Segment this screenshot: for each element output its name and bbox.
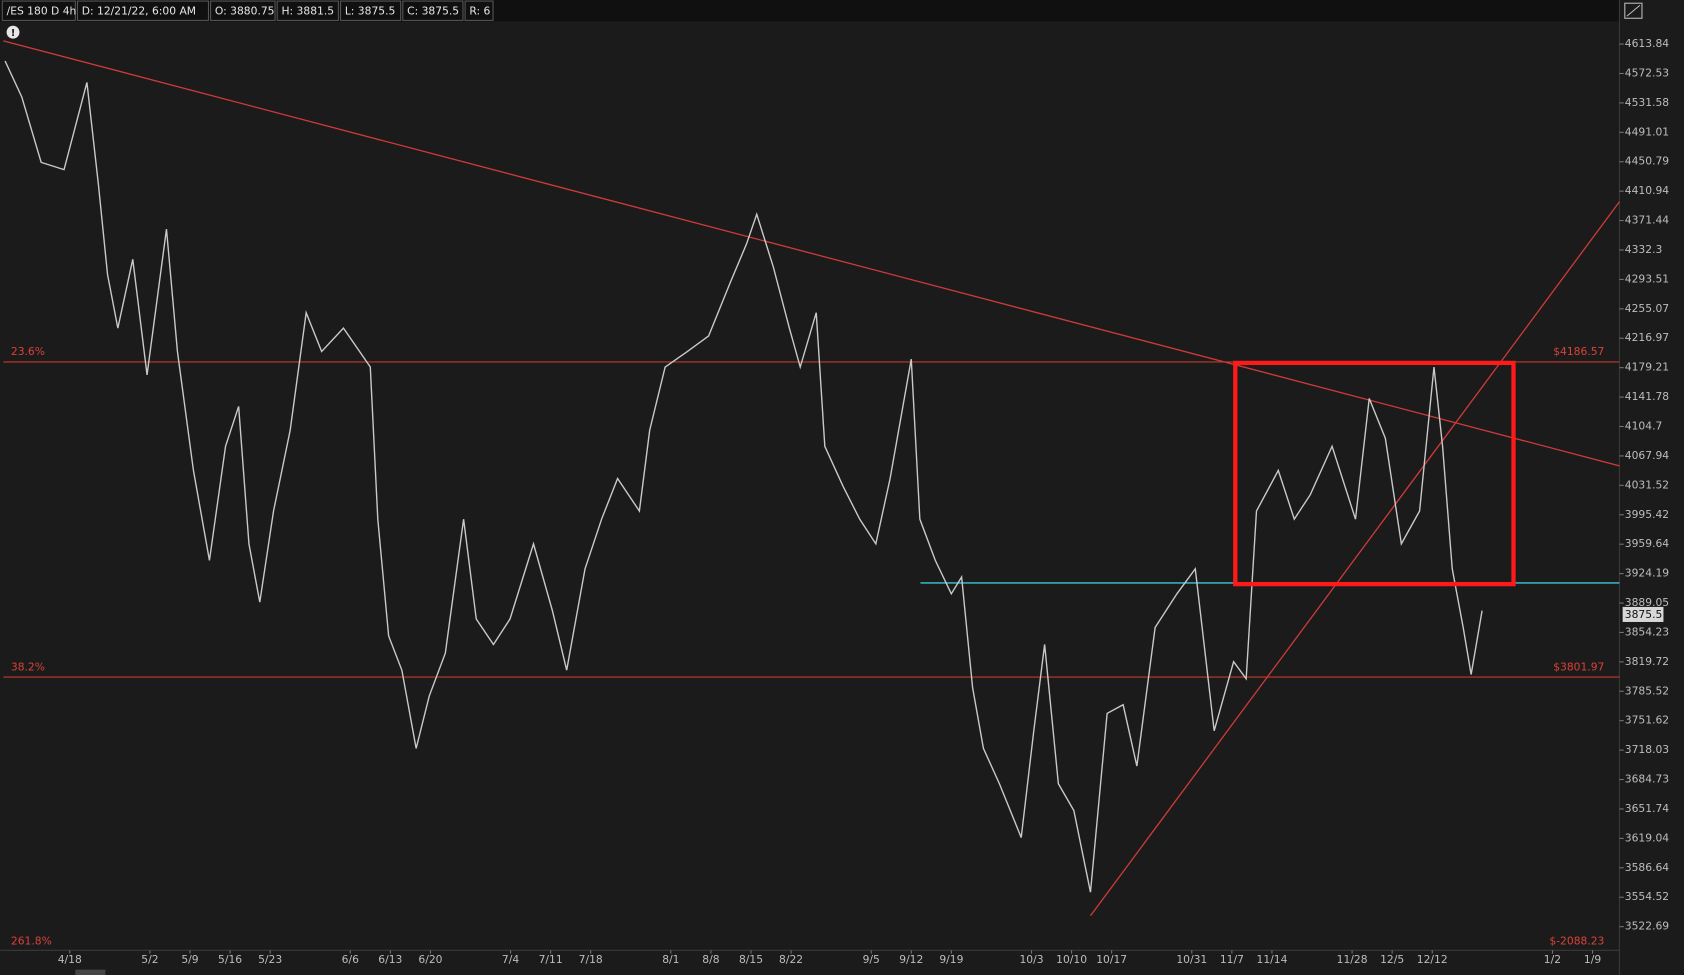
x-tick-label: 1/2 xyxy=(1544,953,1561,966)
header-field: D: 12/21/22, 6:00 AM xyxy=(82,4,196,17)
x-tick-label: 5/2 xyxy=(141,953,158,966)
header-field: R: 6 xyxy=(469,4,490,17)
y-tick-label: 3959.64 xyxy=(1625,537,1670,550)
header-field-box xyxy=(210,0,276,21)
fib-price: $4186.57 xyxy=(1553,345,1604,358)
x-tick-label: 7/4 xyxy=(502,953,519,966)
y-tick-label: 3995.42 xyxy=(1625,508,1669,521)
trendline xyxy=(1089,201,1620,917)
x-tick-label: 11/14 xyxy=(1256,953,1287,966)
x-tick-label: 5/16 xyxy=(218,953,242,966)
y-tick-label: 3819.72 xyxy=(1625,655,1669,668)
drawing-tool-icon xyxy=(1626,4,1641,17)
x-tick-label: 1/9 xyxy=(1584,953,1601,966)
header-field: /ES 180 D 4h xyxy=(7,4,77,17)
x-tick-label: 7/18 xyxy=(579,953,603,966)
header-field-box xyxy=(276,0,339,21)
last-price-label: 3875.5 xyxy=(1625,608,1663,621)
last-price-tag xyxy=(1622,606,1664,622)
x-tick-label: 12/5 xyxy=(1380,953,1404,966)
y-tick-label: 4141.78 xyxy=(1625,390,1670,403)
y-tick-label: 4410.94 xyxy=(1625,184,1670,197)
x-tick-label: 11/7 xyxy=(1220,953,1244,966)
y-tick-label: 4293.51 xyxy=(1625,272,1669,285)
trendline xyxy=(3,40,1620,467)
y-tick-label: 3785.52 xyxy=(1625,684,1669,697)
scrollbar[interactable] xyxy=(75,969,106,975)
x-tick-label: 8/8 xyxy=(702,953,719,966)
x-tick-label: 6/13 xyxy=(378,953,402,966)
y-tick-label: 4572.53 xyxy=(1625,66,1669,79)
x-tick-label: 9/19 xyxy=(939,953,963,966)
y-tick-label: 3751.62 xyxy=(1625,714,1669,727)
y-tick-label: 3619.04 xyxy=(1625,831,1670,844)
header-field: H: 3881.5 xyxy=(281,4,334,17)
fib-percent: 38.2% xyxy=(11,660,45,673)
x-tick-label: 8/22 xyxy=(779,953,803,966)
header-field-box xyxy=(340,0,402,21)
y-tick-label: 4104.7 xyxy=(1625,420,1663,433)
x-tick-label: 8/15 xyxy=(739,953,763,966)
y-tick-label: 3718.03 xyxy=(1625,743,1669,756)
y-tick-label: 3586.64 xyxy=(1625,861,1670,874)
y-tick-label: 4067.94 xyxy=(1625,449,1670,462)
header-field: L: 3875.5 xyxy=(345,4,396,17)
header-field-box xyxy=(1,0,76,21)
price-line xyxy=(4,60,1483,893)
y-tick-label: 3651.74 xyxy=(1625,802,1670,815)
highlight-box xyxy=(1233,360,1516,587)
header-field: O: 3880.75 xyxy=(215,4,275,17)
x-tick-label: 6/20 xyxy=(418,953,442,966)
x-tick-label: 5/23 xyxy=(258,953,282,966)
x-tick-label: 12/12 xyxy=(1417,953,1448,966)
y-tick-label: 3684.73 xyxy=(1625,773,1669,786)
x-tick-label: 8/1 xyxy=(662,953,679,966)
alert-icon-glyph: ! xyxy=(11,28,15,39)
y-tick-label: 3889.05 xyxy=(1625,596,1669,609)
x-tick-label: 11/28 xyxy=(1337,953,1368,966)
y-tick-label: 4179.21 xyxy=(1625,361,1669,374)
y-tick-label: 3522.69 xyxy=(1625,920,1670,933)
fib-percent: 261.8% xyxy=(11,935,52,948)
y-tick-label: 4031.52 xyxy=(1625,478,1669,491)
y-tick-label: 4613.84 xyxy=(1625,37,1670,50)
fib-percent: 23.6% xyxy=(11,345,45,358)
y-tick-label: 4255.07 xyxy=(1625,302,1669,315)
y-tick-label: 4531.58 xyxy=(1625,96,1670,109)
x-tick-label: 9/5 xyxy=(863,953,880,966)
x-tick-label: 10/31 xyxy=(1176,953,1207,966)
y-tick-label: 4332.3 xyxy=(1625,243,1663,256)
x-tick-label: 6/6 xyxy=(342,953,359,966)
y-tick-label: 4216.97 xyxy=(1625,331,1669,344)
fib-price: $-2088.23 xyxy=(1549,935,1604,948)
x-tick-label: 9/12 xyxy=(899,953,923,966)
y-tick-label: 3924.19 xyxy=(1625,567,1670,580)
header-field-box xyxy=(76,0,210,21)
fib-price: $3801.97 xyxy=(1553,660,1604,673)
x-tick-label: 10/3 xyxy=(1019,953,1043,966)
header: /ES 180 D 4h D: 12/21/22, 6:00 AM O: 3880.… xyxy=(1,0,494,21)
alert-icon[interactable] xyxy=(6,25,20,39)
x-tick-label: 4/18 xyxy=(58,953,82,966)
y-tick-label: 4450.79 xyxy=(1625,155,1670,168)
x-tick-label: 5/9 xyxy=(181,953,198,966)
x-tick-label: 7/11 xyxy=(539,953,563,966)
header-field: C: 3875.5 xyxy=(407,4,459,17)
header-field-box xyxy=(402,0,464,21)
x-tick-label: 10/17 xyxy=(1096,953,1127,966)
x-tick-label: 10/10 xyxy=(1056,953,1087,966)
y-tick-label: 4371.44 xyxy=(1625,214,1670,227)
drawing-tool-icon[interactable] xyxy=(1624,2,1643,19)
header-field-box xyxy=(464,0,494,21)
y-tick-label: 3554.52 xyxy=(1625,890,1669,903)
y-tick-label: 3854.23 xyxy=(1625,625,1669,638)
y-tick-label: 4491.01 xyxy=(1625,125,1669,138)
